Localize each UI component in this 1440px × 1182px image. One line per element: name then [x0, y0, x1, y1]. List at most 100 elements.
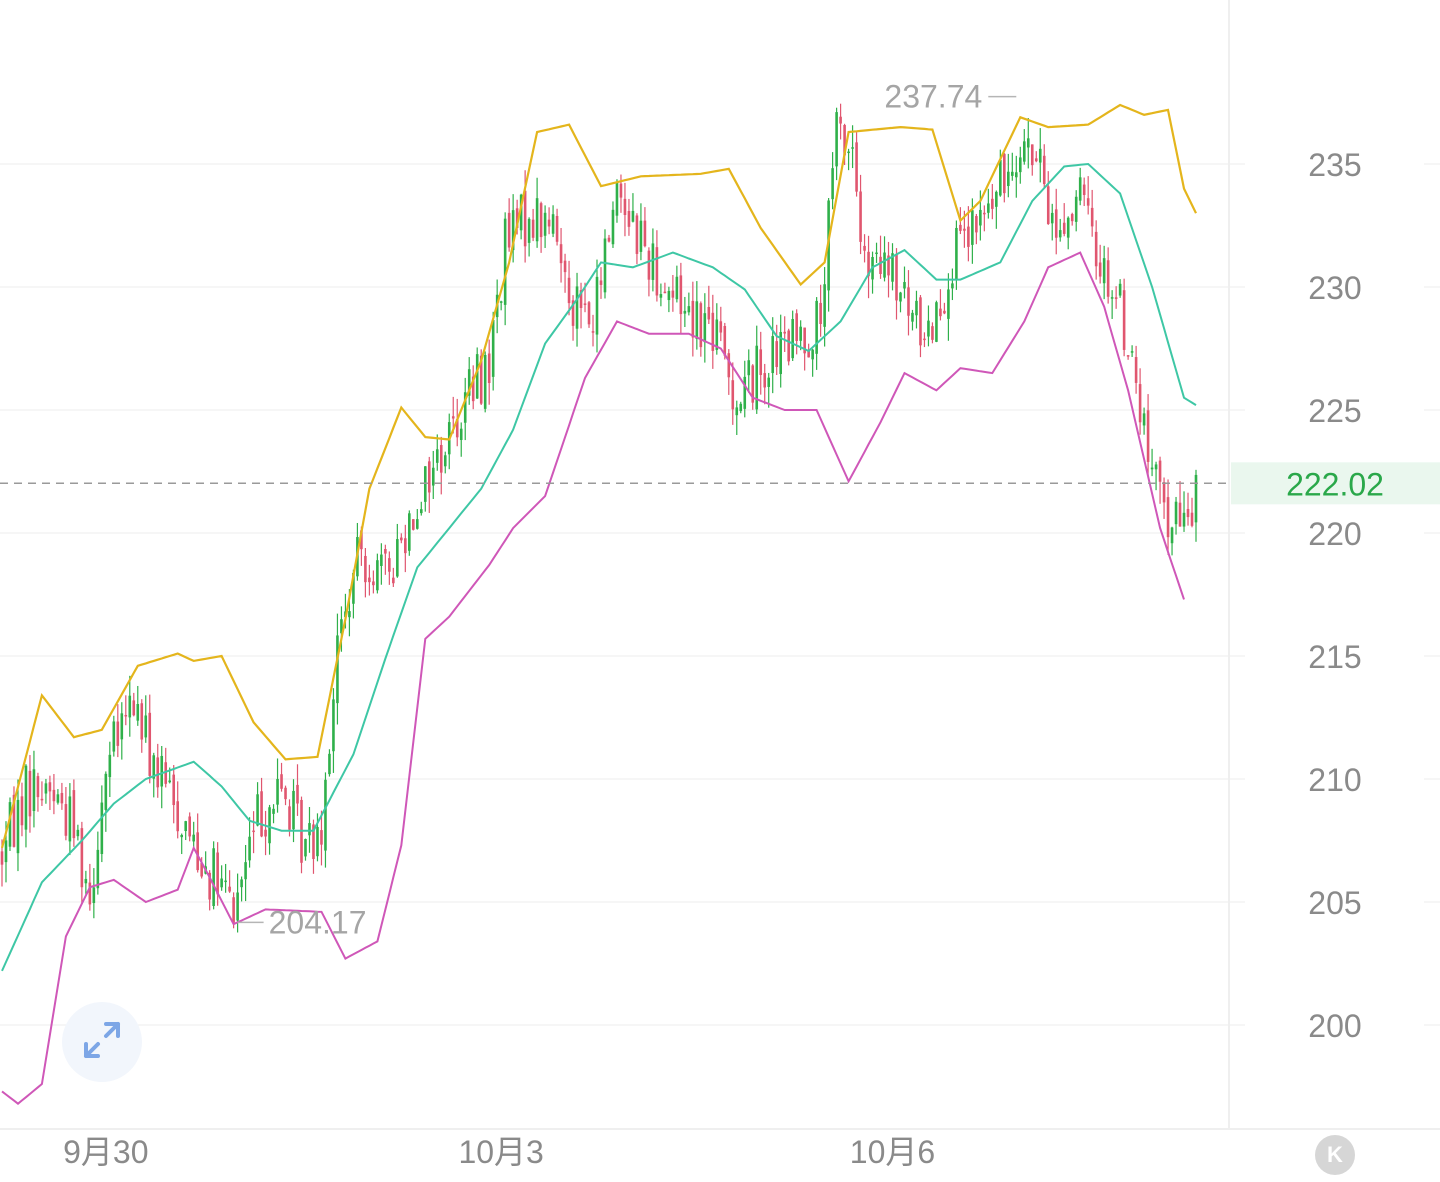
candle-body — [699, 303, 703, 348]
candle-body — [723, 326, 727, 356]
candle-body — [419, 509, 423, 514]
candle-body — [144, 715, 148, 738]
candle-down — [1138, 368, 1142, 435]
y-tick-label: 200 — [1308, 1008, 1361, 1044]
candle-body — [368, 577, 371, 583]
candle-body — [823, 284, 826, 327]
candle-down — [623, 182, 627, 237]
candle-body — [1102, 258, 1106, 284]
candle-down — [48, 775, 52, 810]
candle-body — [176, 801, 180, 832]
candle-up — [120, 702, 124, 760]
kline-toggle-button[interactable]: K — [1315, 1135, 1355, 1175]
candle-down — [1062, 203, 1066, 237]
candle-body — [627, 211, 631, 227]
candle-body — [216, 852, 219, 895]
candle-body — [1078, 177, 1082, 201]
candle-body — [1190, 512, 1194, 526]
candle-body — [152, 755, 156, 779]
candle-body — [1122, 290, 1126, 350]
candle-down — [1086, 176, 1090, 215]
candle-body — [899, 292, 902, 302]
candle-down — [711, 294, 715, 369]
candle-down — [60, 782, 64, 810]
candle-body — [404, 538, 407, 554]
candle-body — [1058, 230, 1062, 238]
candle-body — [863, 245, 866, 251]
candle-body — [1138, 384, 1142, 423]
candle-down — [1042, 144, 1046, 189]
candle-up — [527, 217, 531, 257]
candle-body — [647, 250, 651, 280]
candle-up — [92, 868, 96, 919]
candle-up — [687, 292, 691, 316]
candle-up — [483, 351, 487, 413]
candle-body — [76, 829, 80, 837]
candle-body — [435, 449, 439, 463]
candle-body — [100, 802, 104, 855]
candle-body — [96, 849, 100, 889]
candle-up — [847, 148, 850, 171]
candle-body — [883, 252, 886, 278]
candle-up — [104, 771, 108, 832]
candle-down — [555, 208, 559, 246]
candle-body — [779, 332, 782, 375]
candle-body — [651, 243, 655, 280]
candle-down — [1106, 247, 1110, 304]
candle-body — [1170, 527, 1174, 544]
candle-body — [280, 774, 283, 789]
candle-down — [471, 365, 475, 410]
candle-body — [423, 466, 427, 502]
high-price-label: 237.74 — [884, 79, 982, 115]
candle-up — [248, 817, 251, 868]
expand-chart-button[interactable] — [62, 1002, 142, 1082]
candle-body — [1011, 171, 1014, 176]
candle-body — [236, 892, 239, 921]
candle-body — [416, 519, 419, 529]
candle-body — [12, 794, 16, 847]
candle-up — [791, 310, 794, 361]
candle-body — [276, 778, 279, 805]
candle-body — [1186, 509, 1190, 518]
candle-up — [503, 212, 507, 326]
upper-band-line — [0, 103, 1197, 849]
candle-body — [475, 354, 479, 399]
candle-body — [659, 294, 663, 298]
candle-body — [783, 331, 786, 334]
candle-body — [763, 373, 767, 388]
candle-body — [132, 700, 136, 716]
candle-down — [40, 781, 44, 806]
candle-body — [104, 773, 108, 810]
candle-down — [783, 316, 786, 352]
candle-up — [1174, 496, 1178, 535]
candle-body — [168, 780, 172, 783]
candle-body — [567, 277, 571, 304]
candle-up — [1110, 290, 1114, 319]
candle-body — [519, 194, 523, 231]
candle-body — [352, 572, 355, 604]
y-tick-label: 210 — [1308, 762, 1361, 798]
candle-down — [156, 743, 160, 798]
candle-body — [1070, 214, 1074, 222]
candle-up — [951, 268, 954, 301]
candle-down — [368, 564, 371, 596]
candle-down — [1003, 153, 1006, 203]
candle-up — [675, 265, 679, 303]
candle-body — [631, 210, 635, 222]
time-axis: 9月30 10月3 10月6 — [63, 1134, 935, 1170]
candle-body — [1015, 172, 1018, 178]
candle-body — [48, 782, 52, 792]
candle-up — [799, 320, 802, 351]
candle-down — [176, 781, 180, 839]
candle-body — [563, 260, 567, 273]
candle-down — [116, 704, 120, 758]
candle-body — [1110, 297, 1114, 299]
candle-down — [252, 811, 255, 854]
candle-down — [1166, 479, 1170, 555]
candle-body — [1094, 231, 1098, 267]
candle-body — [1050, 212, 1054, 224]
candle-body — [815, 300, 818, 354]
candle-down — [559, 227, 563, 283]
candle-up — [76, 824, 80, 841]
